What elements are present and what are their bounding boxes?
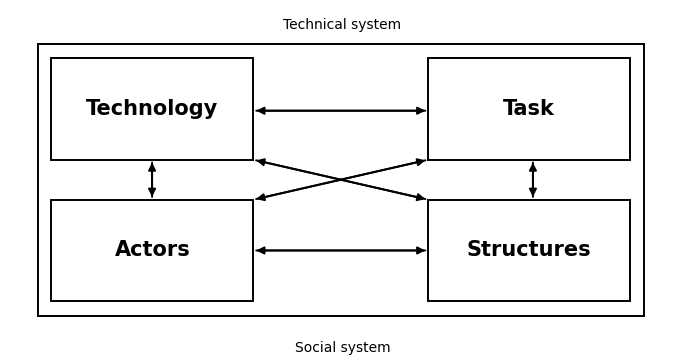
Text: Technical system: Technical system — [284, 19, 401, 32]
Text: Technology: Technology — [86, 99, 219, 119]
Bar — [428, 200, 630, 301]
Bar — [38, 44, 644, 316]
Bar — [51, 58, 253, 160]
Text: Social system: Social system — [295, 342, 390, 355]
Text: Actors: Actors — [114, 240, 190, 261]
Text: Task: Task — [503, 99, 555, 119]
Text: Structures: Structures — [467, 240, 591, 261]
Bar — [51, 200, 253, 301]
Bar — [428, 58, 630, 160]
